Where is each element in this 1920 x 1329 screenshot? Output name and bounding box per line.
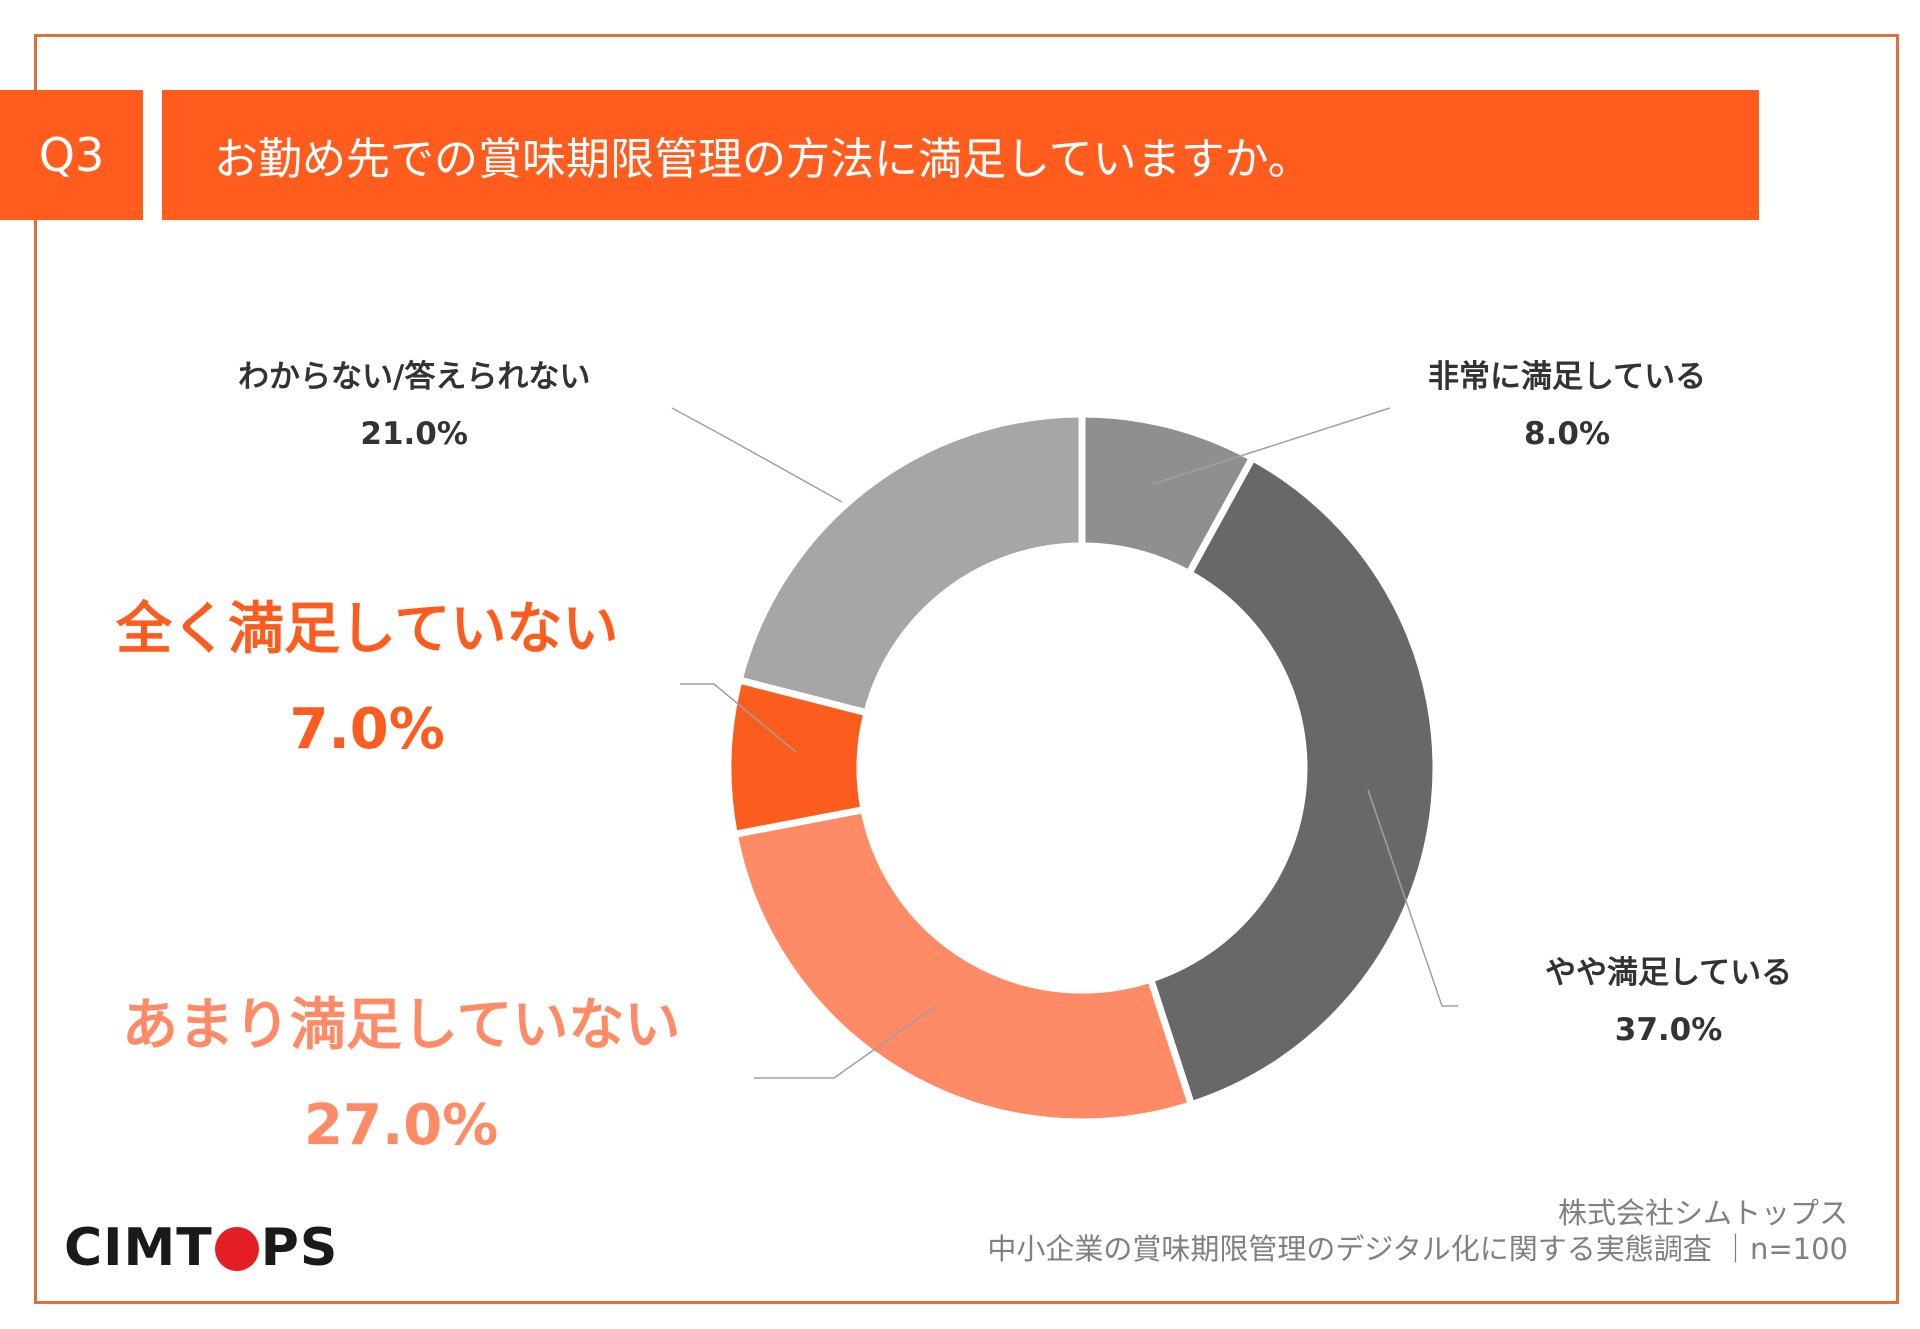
leader-very-satisfied xyxy=(1152,407,1391,485)
label-very-satisfied: 非常に満足している 8.0% xyxy=(1428,362,1706,450)
label-dont-know: わからない/答えられない 21.0% xyxy=(238,362,590,450)
label-not-at-all-satisfied-text: 全く満足していない xyxy=(116,597,619,662)
logo-text-before: CIMT xyxy=(64,1218,213,1278)
footer-survey: 中小企業の賞味期限管理のデジタル化に関する実態調査 ｜n=100 xyxy=(987,1232,1848,1267)
question-badge: Q3 xyxy=(0,90,143,220)
label-somewhat-satisfied-text: やや満足している xyxy=(1545,955,1793,991)
leader-not-at-all-satisfied xyxy=(680,683,797,753)
label-not-very-satisfied: あまり満足していない 27.0% xyxy=(122,998,680,1154)
label-very-satisfied-value: 8.0% xyxy=(1524,416,1611,452)
footer-company: 株式会社シムトップス xyxy=(1557,1196,1848,1230)
slice-dont-know xyxy=(734,410,1086,718)
label-somewhat-satisfied-value: 37.0% xyxy=(1614,1012,1723,1048)
source-footer: 株式会社シムトップス 中小企業の賞味期限管理のデジタル化に関する実態調査 ｜n=… xyxy=(987,1195,1848,1268)
slide-frame xyxy=(34,34,1899,1304)
label-not-very-satisfied-value: 27.0% xyxy=(304,1093,499,1158)
label-dont-know-value: 21.0% xyxy=(360,416,468,452)
slice-not-very-satisfied xyxy=(730,805,1196,1126)
label-dont-know-text: わからない/答えられない xyxy=(238,359,591,395)
label-very-satisfied-text: 非常に満足している xyxy=(1428,359,1707,395)
leader-somewhat-satisfied xyxy=(1367,789,1458,1007)
logo-text-after: PS xyxy=(260,1218,339,1278)
question-title: お勤め先での賞味期限管理の方法に満足していますか。 xyxy=(162,90,1759,220)
label-not-at-all-satisfied: 全く満足していない 7.0% xyxy=(116,602,618,758)
slice-somewhat-satisfied xyxy=(1146,453,1440,1110)
logo-red-dot xyxy=(214,1227,259,1271)
label-not-at-all-satisfied-value: 7.0% xyxy=(289,697,445,762)
leader-not-very-satisfied xyxy=(754,1005,937,1079)
label-somewhat-satisfied: やや満足している 37.0% xyxy=(1545,958,1792,1046)
company-logo: CIMT PS xyxy=(64,1222,338,1274)
leader-dont-know xyxy=(671,407,843,503)
label-not-very-satisfied-text: あまり満足していない xyxy=(122,993,681,1058)
question-title-text: お勤め先での賞味期限管理の方法に満足していますか。 xyxy=(214,134,1312,185)
